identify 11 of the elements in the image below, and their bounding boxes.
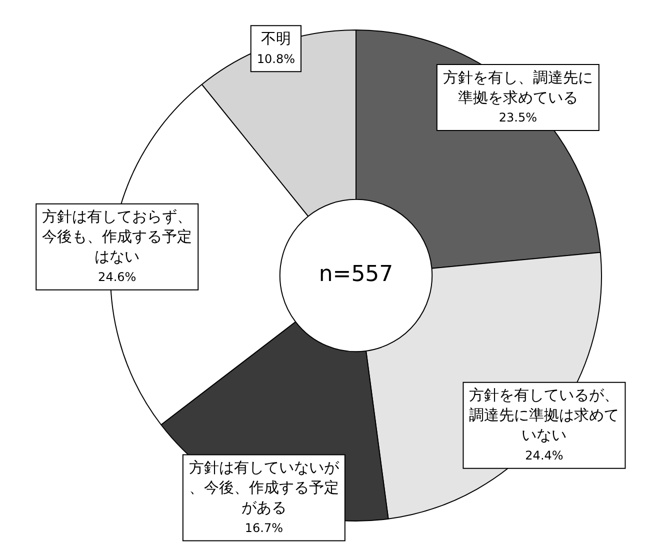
- data-label: 24.4%: [525, 448, 564, 462]
- slice-label: 不明: [260, 30, 291, 48]
- data-label: 16.7%: [244, 520, 283, 535]
- data-label: 23.5%: [498, 110, 537, 125]
- slice-label: 方針は有しておらず、今後も、作成する予定はない: [42, 208, 192, 266]
- data-label: 10.8%: [256, 52, 295, 66]
- slice-label: 方針は有していないが、今後、作成する予定がある: [188, 458, 340, 517]
- data-label: 24.6%: [98, 270, 136, 284]
- text: n=557: [318, 262, 394, 288]
- slice-label: 方針を有し、調達先に準拠を求めている: [442, 68, 593, 106]
- slice-label: 方針を有しているが、調達先に準拠は求めていない: [469, 386, 620, 444]
